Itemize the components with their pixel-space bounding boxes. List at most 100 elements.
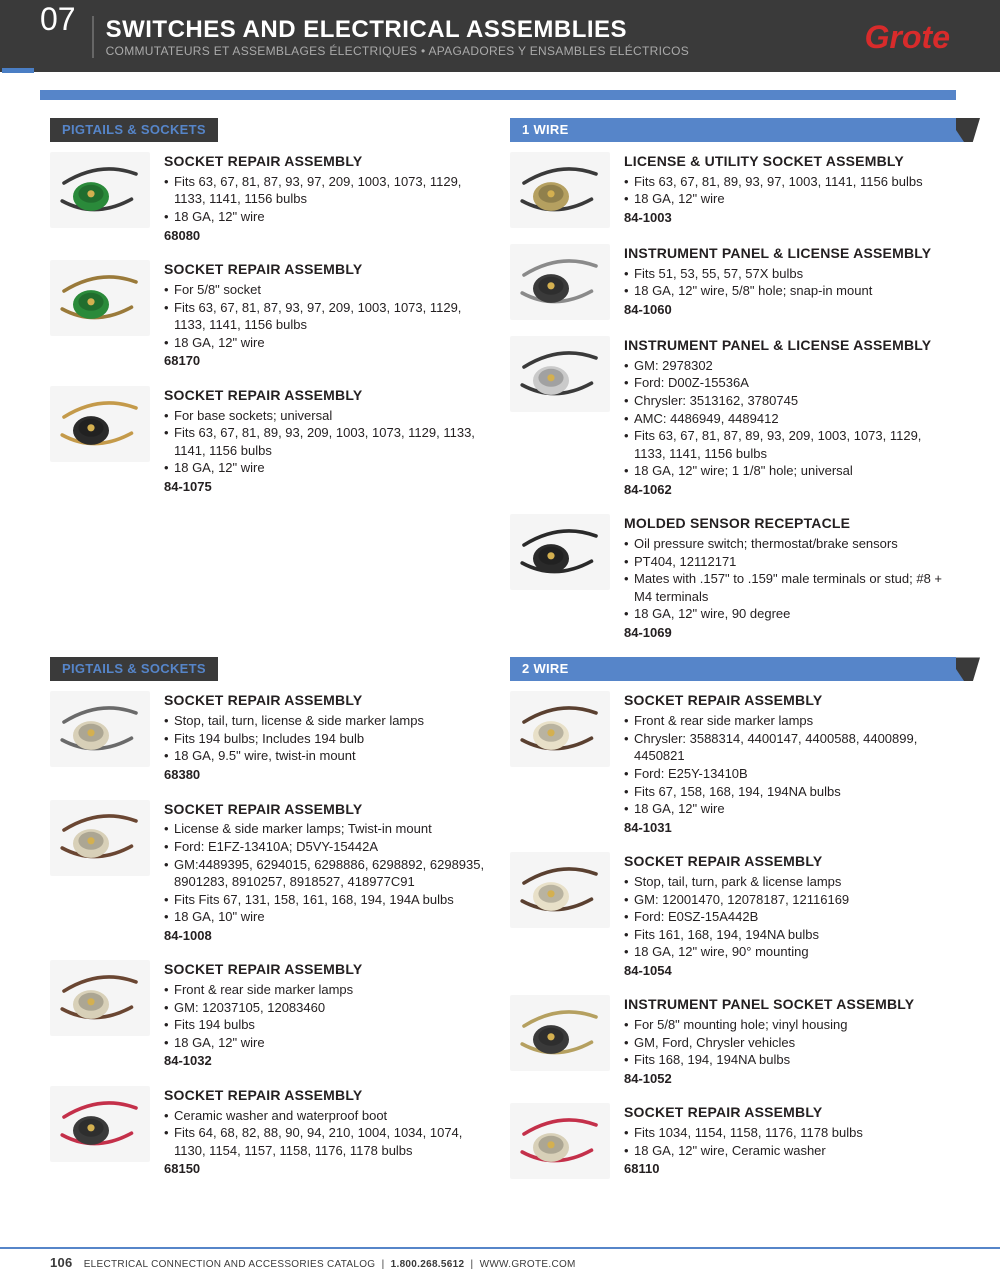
brand-logo: Grote [865,19,950,56]
product-sku: 84-1060 [624,301,956,319]
product-info: SOCKET REPAIR ASSEMBLY Ceramic washer and… [164,1086,496,1178]
product-title: SOCKET REPAIR ASSEMBLY [164,260,496,279]
product-sku: 84-1075 [164,478,496,496]
product-sku: 84-1052 [624,1070,956,1088]
product-item: LICENSE & UTILITY SOCKET ASSEMBLYFits 63… [510,152,956,228]
product-image [50,800,150,876]
product-bullets: For 5/8" socketFits 63, 67, 81, 87, 93, … [164,281,496,351]
product-sku: 68110 [624,1160,956,1178]
product-sku: 84-1069 [624,624,956,642]
bullet: Ceramic washer and waterproof boot [164,1107,496,1125]
product-image [50,152,150,228]
bullet: Oil pressure switch; thermostat/brake se… [624,535,956,553]
bullet: GM: 12001470, 12078187, 12116169 [624,891,956,909]
bullet: 18 GA, 10" wire [164,908,496,926]
bullet: Ford: E1FZ-13410A; D5VY-15442A [164,838,496,856]
product-item: MOLDED SENSOR RECEPTACLEOil pressure swi… [510,514,956,641]
product-image [510,691,610,767]
bullet: AMC: 4486949, 4489412 [624,410,956,428]
product-info: INSTRUMENT PANEL & LICENSE ASSEMBLYFits … [624,244,956,319]
bullet: Fits 51, 53, 55, 57, 57X bulbs [624,265,956,283]
bullet: License & side marker lamps; Twist-in mo… [164,820,496,838]
url: WWW.GROTE.COM [480,1259,576,1270]
product-sku: 68380 [164,766,496,784]
product-sku: 84-1054 [624,962,956,980]
catalog-name: ELECTRICAL CONNECTION AND ACCESSORIES CA… [84,1259,376,1270]
category-label: PIGTAILS & SOCKETS [50,657,218,681]
bullet: PT404, 12112171 [624,553,956,571]
bullet: Fits 168, 194, 194NA bulbs [624,1051,956,1069]
bullet: 18 GA, 12" wire [624,190,956,208]
bullet: Chrysler: 3513162, 3780745 [624,392,956,410]
product-info: INSTRUMENT PANEL SOCKET ASSEMBLYFor 5/8"… [624,995,956,1087]
product-sku: 84-1032 [164,1052,496,1070]
bullet: Fits 63, 67, 81, 87, 89, 93, 209, 1003, … [624,427,956,462]
bullet: 18 GA, 12" wire, 90° mounting [624,943,956,961]
product-info: SOCKET REPAIR ASSEMBLYFits 1034, 1154, 1… [624,1103,956,1178]
product-item: SOCKET REPAIR ASSEMBLYStop, tail, turn, … [510,852,956,979]
left-column: PIGTAILS & SOCKETS SOCKET REPAIR ASSEMBL… [50,118,496,657]
product-sku: 84-1008 [164,927,496,945]
bullet: Mates with .157" to .159" male terminals… [624,570,956,605]
product-info: SOCKET REPAIR ASSEMBLYStop, tail, turn, … [164,691,496,783]
bullet: 18 GA, 12" wire [164,459,496,477]
page-header: 07 SWITCHES AND ELECTRICAL ASSEMBLIES CO… [0,0,1000,72]
bullet: Fits 63, 67, 81, 87, 93, 97, 209, 1003, … [164,173,496,208]
bullet: For 5/8" socket [164,281,496,299]
bullet: 18 GA, 12" wire [164,1034,496,1052]
product-item: SOCKET REPAIR ASSEMBLYFront & rear side … [50,960,496,1070]
section: PIGTAILS & SOCKETS SOCKET REPAIR ASSEMBL… [0,118,1000,657]
section-subtitle: COMMUTATEURS ET ASSEMBLAGES ÉLECTRIQUES … [106,44,690,58]
product-title: INSTRUMENT PANEL & LICENSE ASSEMBLY [624,336,956,355]
product-title: SOCKET REPAIR ASSEMBLY [624,852,956,871]
sep: | [467,1259,479,1270]
product-bullets: Front & rear side marker lampsChrysler: … [624,712,956,817]
product-title: INSTRUMENT PANEL SOCKET ASSEMBLY [624,995,956,1014]
bullet: Stop, tail, turn, license & side marker … [164,712,496,730]
right-column: 1 WIRE LICENSE & UTILITY SOCKET ASSEMBLY… [510,118,956,657]
product-image [50,960,150,1036]
product-image [510,244,610,320]
bullet: 18 GA, 12" wire [164,334,496,352]
product-title: SOCKET REPAIR ASSEMBLY [164,386,496,405]
product-bullets: License & side marker lamps; Twist-in mo… [164,820,496,925]
bullet: 18 GA, 12" wire, 5/8" hole; snap-in moun… [624,282,956,300]
product-item: SOCKET REPAIR ASSEMBLYFor base sockets; … [50,386,496,496]
bullet: 18 GA, 12" wire [624,800,956,818]
bullet: Front & rear side marker lamps [624,712,956,730]
bullet: GM: 12037105, 12083460 [164,999,496,1017]
product-title: SOCKET REPAIR ASSEMBLY [164,1086,496,1105]
page-footer: 106 ELECTRICAL CONNECTION AND ACCESSORIE… [0,1247,1000,1270]
product-bullets: Fits 63, 67, 81, 87, 93, 97, 209, 1003, … [164,173,496,226]
blue-underline [2,68,34,73]
product-info: SOCKET REPAIR ASSEMBLY For 5/8" socketFit… [164,260,496,370]
category-header: 2 WIRE [510,657,956,681]
section: PIGTAILS & SOCKETS SOCKET REPAIR ASSEMBL… [0,657,1000,1195]
product-title: SOCKET REPAIR ASSEMBLY [164,960,496,979]
product-sku: 84-1031 [624,819,956,837]
title-block: SWITCHES AND ELECTRICAL ASSEMBLIES COMMU… [92,16,690,58]
product-info: SOCKET REPAIR ASSEMBLYFor base sockets; … [164,386,496,496]
product-item: SOCKET REPAIR ASSEMBLYStop, tail, turn, … [50,691,496,783]
bullet: Fits 63, 67, 81, 89, 93, 209, 1003, 1073… [164,424,496,459]
product-item: INSTRUMENT PANEL SOCKET ASSEMBLYFor 5/8"… [510,995,956,1087]
product-info: SOCKET REPAIR ASSEMBLYLicense & side mar… [164,800,496,945]
right-column: 2 WIRE SOCKET REPAIR ASSEMBLY Front & rea… [510,657,956,1195]
product-title: SOCKET REPAIR ASSEMBLY [624,691,956,710]
product-item: SOCKET REPAIR ASSEMBLY Front & rear side … [510,691,956,836]
product-bullets: GM: 2978302Ford: D00Z-15536AChrysler: 35… [624,357,956,480]
product-image [510,152,610,228]
product-image [510,1103,610,1179]
category-label: PIGTAILS & SOCKETS [50,118,218,142]
product-image [50,691,150,767]
product-info: INSTRUMENT PANEL & LICENSE ASSEMBLY GM: 2… [624,336,956,498]
product-bullets: Ceramic washer and waterproof bootFits 6… [164,1107,496,1160]
product-title: SOCKET REPAIR ASSEMBLY [164,800,496,819]
product-info: SOCKET REPAIR ASSEMBLYFront & rear side … [164,960,496,1070]
product-info: SOCKET REPAIR ASSEMBLYStop, tail, turn, … [624,852,956,979]
bullet: 18 GA, 12" wire, Ceramic washer [624,1142,956,1160]
category-wire-label: 2 WIRE [510,657,956,681]
product-item: INSTRUMENT PANEL & LICENSE ASSEMBLY GM: 2… [510,336,956,498]
product-bullets: Fits 1034, 1154, 1158, 1176, 1178 bulbs1… [624,1124,956,1159]
bullet: Fits 194 bulbs [164,1016,496,1034]
